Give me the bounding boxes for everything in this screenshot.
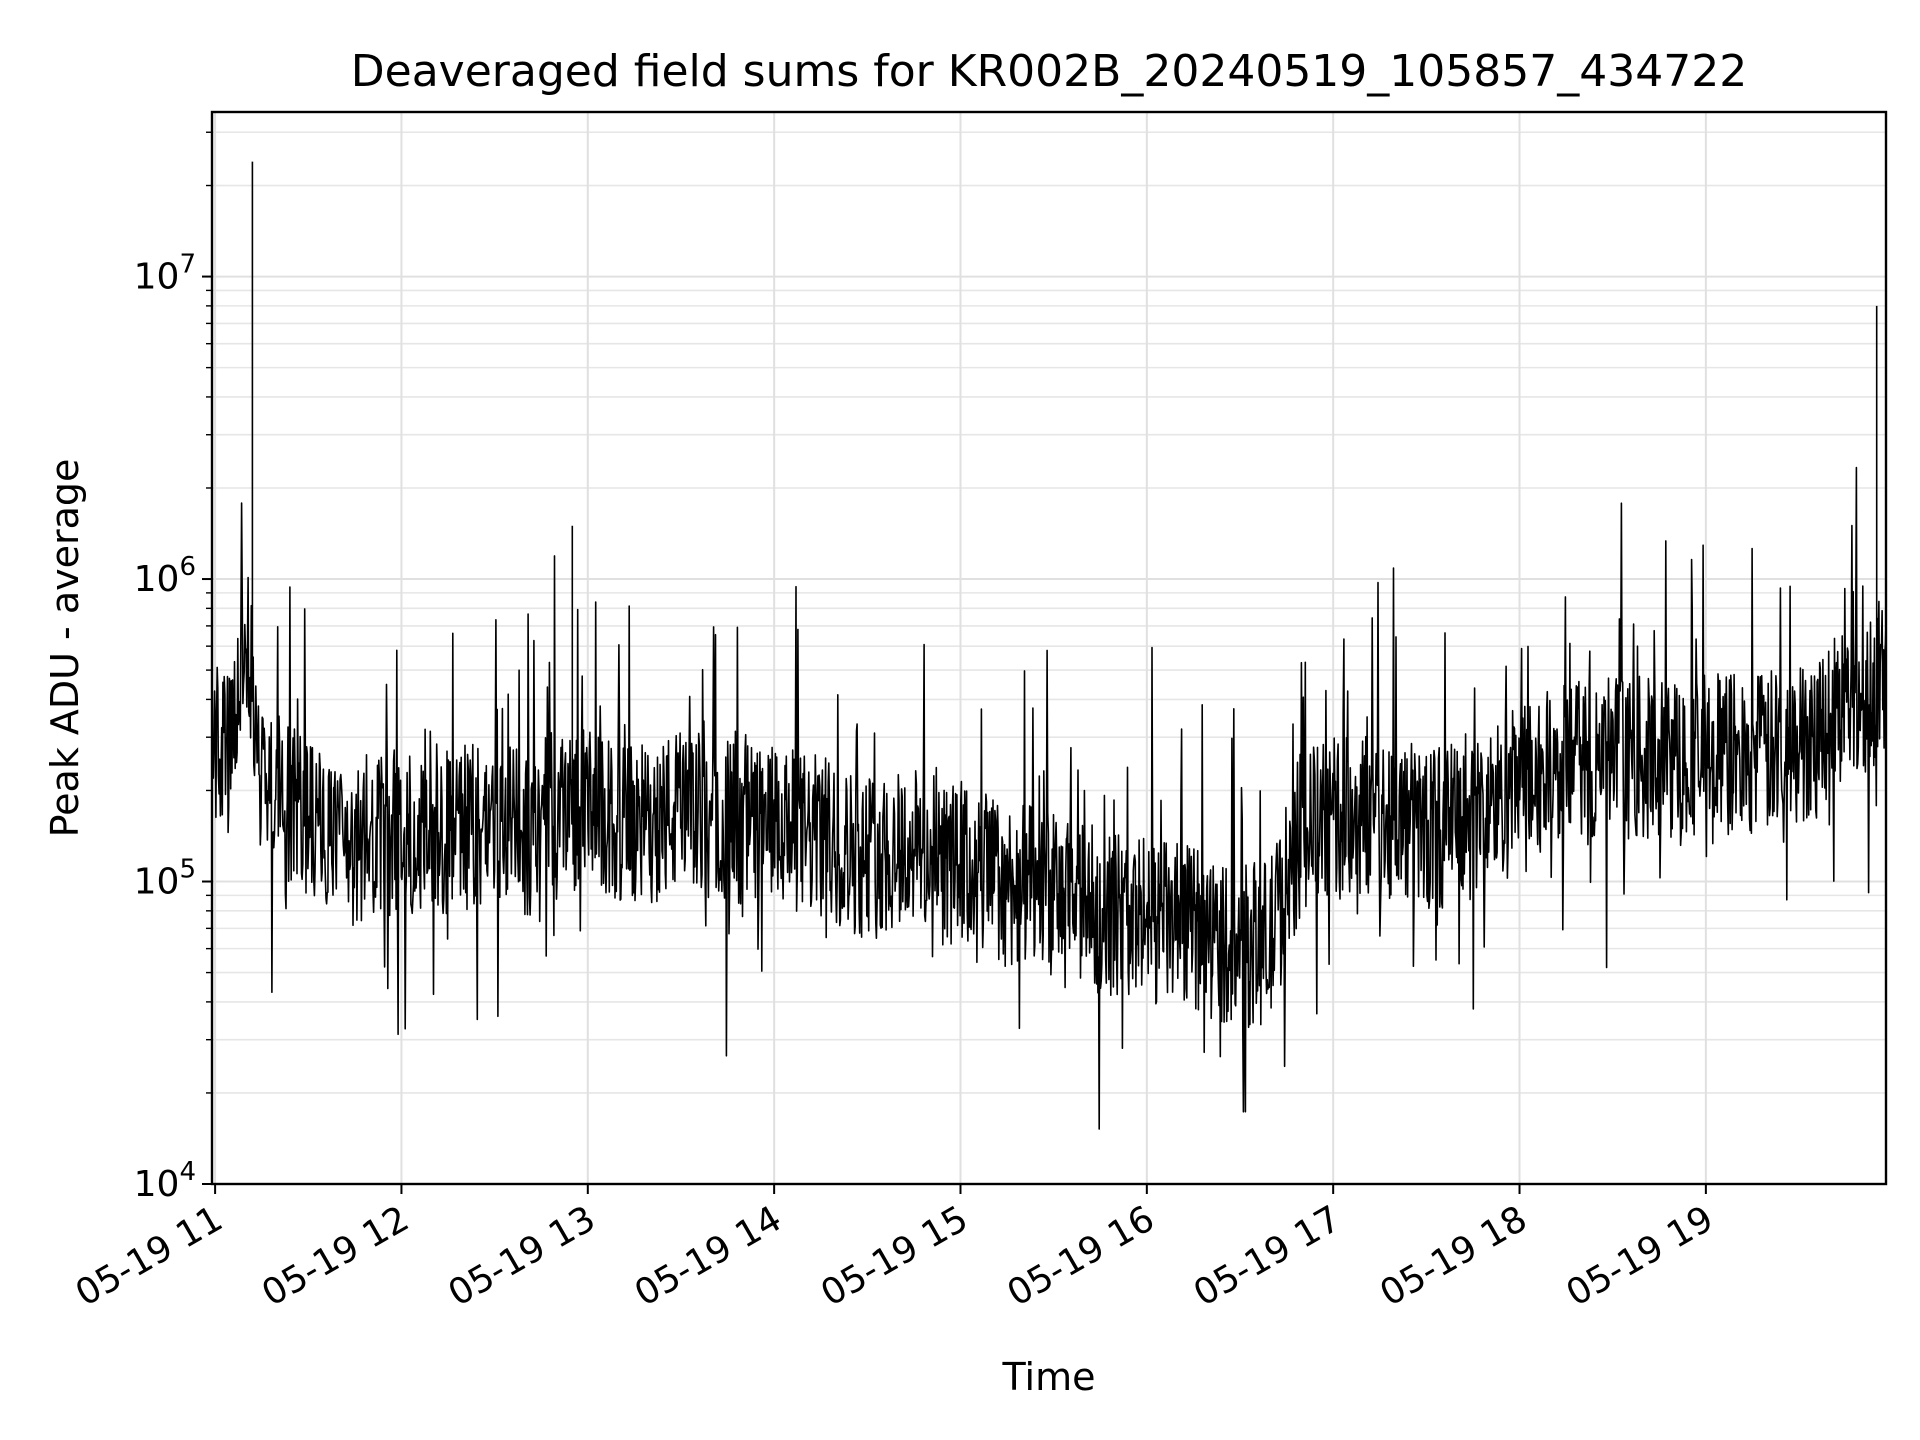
y-tick-label: 104 [134,1157,196,1205]
series-layer [211,161,1887,1130]
y-tick-label: 106 [134,552,196,600]
y-tick-label: 107 [134,250,196,298]
x-axis-label: Time [1002,1355,1096,1399]
y-axis-label: Peak ADU - average [43,459,87,838]
plot-frame [210,110,1888,1186]
chart-title: Deaveraged field sums for KR002B_2024051… [351,46,1747,97]
y-tick-label: 105 [134,855,196,903]
series-line [211,161,1887,1130]
